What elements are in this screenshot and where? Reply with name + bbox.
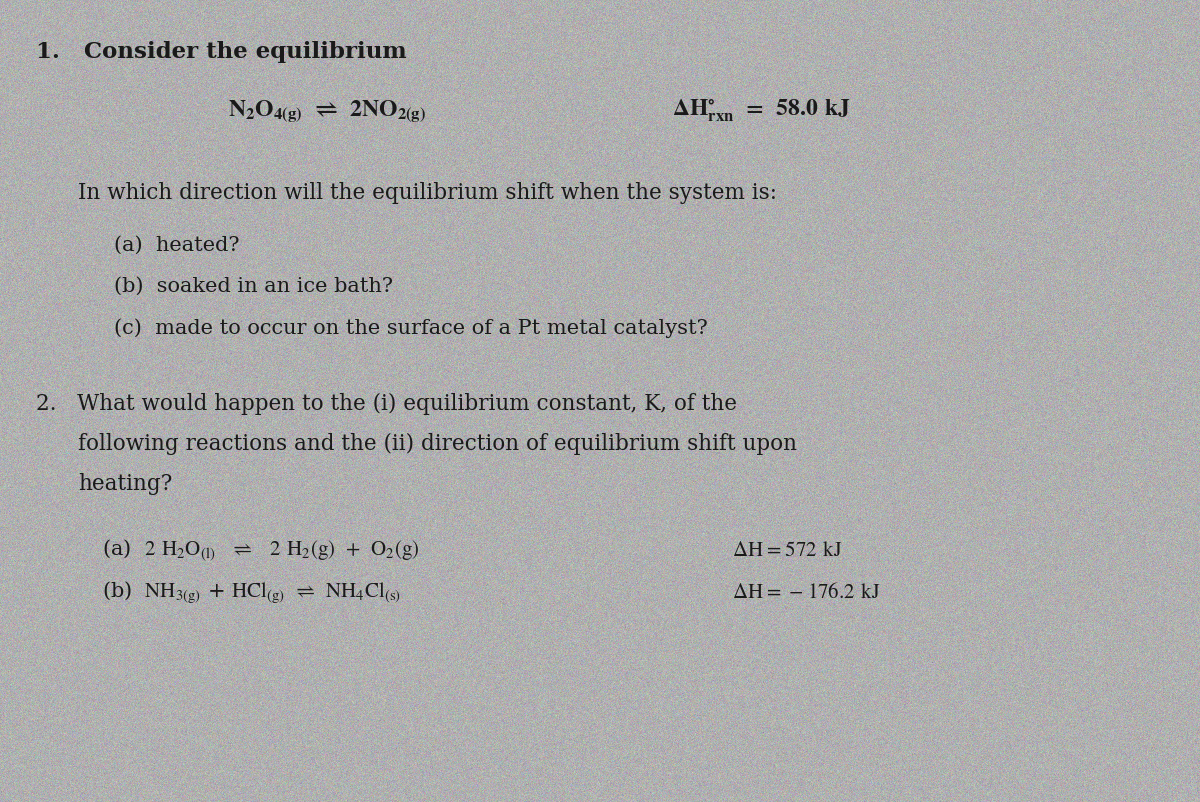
Text: (b)  $\mathrm{NH_{3(g)}}$ + $\mathrm{HCl_{(g)}}$ $\rightleftharpoons$ $\mathrm{N: (b) $\mathrm{NH_{3(g)}}$ + $\mathrm{HCl_… bbox=[102, 578, 401, 604]
Text: heating?: heating? bbox=[78, 472, 173, 495]
Text: (a)  heated?: (a) heated? bbox=[114, 235, 240, 254]
Text: $\mathbf{\Delta H^{\circ}_{rxn}}$ $\mathbf{=}$ $\mathbf{58.0\ kJ}$: $\mathbf{\Delta H^{\circ}_{rxn}}$ $\math… bbox=[672, 97, 851, 124]
Text: 2.   What would happen to the (i) equilibrium constant, K, of the: 2. What would happen to the (i) equilibr… bbox=[36, 392, 737, 415]
Text: (b)  soaked in an ice bath?: (b) soaked in an ice bath? bbox=[114, 277, 394, 296]
Text: (a)  $\mathrm{2\ H_2O_{(l)}}$  $\rightleftharpoons$  $\mathrm{2\ H_2(g)\ +\ O_2(: (a) $\mathrm{2\ H_2O_{(l)}}$ $\rightleft… bbox=[102, 537, 420, 562]
Text: (c)  made to occur on the surface of a Pt metal catalyst?: (c) made to occur on the surface of a Pt… bbox=[114, 318, 708, 338]
Text: $\mathbf{N_2O_{4(g)}}$ $\mathbf{\rightleftharpoons}$ $\mathbf{2NO_{2(g)}}$: $\mathbf{N_2O_{4(g)}}$ $\mathbf{\rightle… bbox=[228, 98, 426, 124]
Text: $\mathrm{\Delta H = -176.2\ kJ}$: $\mathrm{\Delta H = -176.2\ kJ}$ bbox=[732, 581, 881, 601]
Text: $\mathrm{\Delta H = 572\ kJ}$: $\mathrm{\Delta H = 572\ kJ}$ bbox=[732, 540, 842, 559]
Text: In which direction will the equilibrium shift when the system is:: In which direction will the equilibrium … bbox=[78, 181, 778, 204]
Text: 1.   Consider the equilibrium: 1. Consider the equilibrium bbox=[36, 41, 407, 63]
Text: following reactions and the (ii) direction of equilibrium shift upon: following reactions and the (ii) directi… bbox=[78, 432, 797, 455]
